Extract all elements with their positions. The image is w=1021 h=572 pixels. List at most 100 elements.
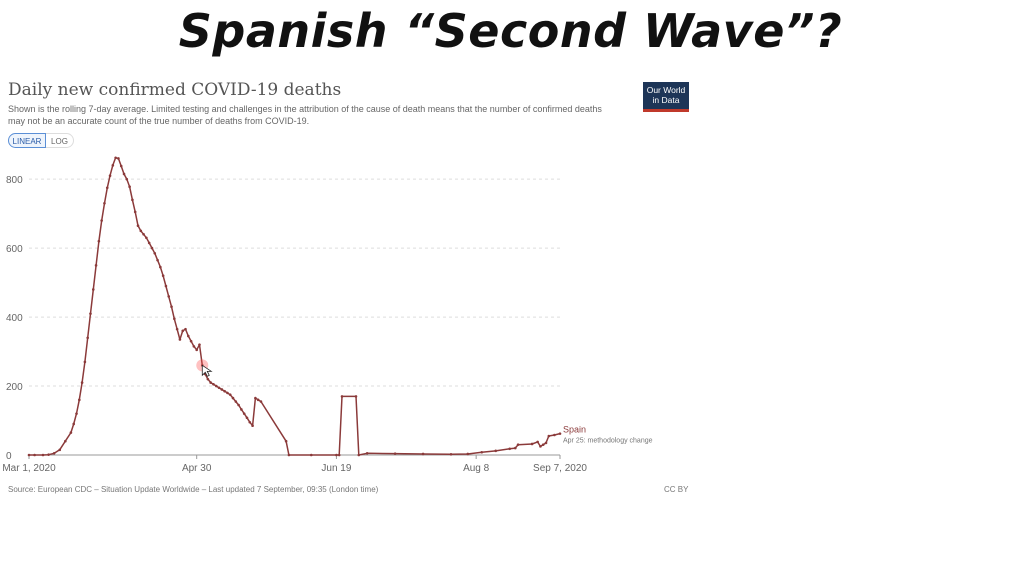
data-point [209, 381, 212, 384]
y-tick-label: 0 [6, 451, 12, 462]
data-point [184, 327, 187, 331]
data-point [256, 398, 260, 402]
linear-scale-toggle[interactable]: LINEAR [8, 133, 46, 148]
data-point [357, 453, 361, 457]
data-point [254, 396, 257, 400]
methodology-annotation: Apr 25: methodology change [563, 438, 653, 445]
data-point [156, 258, 159, 262]
data-point [150, 246, 154, 250]
data-point [217, 386, 221, 390]
logo-line-2: in Data [652, 95, 680, 105]
data-point [242, 412, 246, 415]
data-point [125, 177, 129, 181]
data-point [108, 174, 112, 177]
y-tick-label: 800 [6, 175, 23, 186]
data-point [365, 451, 369, 455]
data-point [72, 422, 76, 426]
data-point [220, 388, 224, 391]
data-point [164, 284, 168, 288]
data-point [541, 443, 545, 446]
data-point [52, 451, 56, 455]
mouse-cursor-icon [201, 364, 213, 377]
x-tick-label: Sep 7, 2020 [533, 463, 587, 474]
series-line-spain [29, 157, 561, 456]
data-point [558, 432, 562, 435]
x-tick-label: Mar 1, 2020 [2, 463, 56, 474]
data-point [97, 239, 101, 243]
data-point [189, 339, 193, 343]
data-point [41, 453, 45, 457]
data-point [142, 233, 145, 236]
license-link[interactable]: CC BY [664, 485, 689, 494]
data-point [513, 446, 517, 450]
data-point [354, 395, 358, 398]
data-point [114, 156, 117, 160]
data-point [198, 343, 201, 346]
data-point [131, 198, 134, 202]
data-point [544, 441, 548, 445]
data-point [240, 408, 243, 411]
data-point [393, 452, 397, 455]
data-point [128, 185, 131, 189]
data-point [170, 305, 173, 309]
data-point [78, 398, 81, 402]
data-point [173, 317, 176, 321]
data-point [145, 236, 148, 240]
data-point [212, 383, 215, 386]
data-point [161, 274, 165, 277]
data-point [136, 224, 140, 227]
data-point [192, 345, 196, 348]
data-point [337, 453, 341, 457]
data-point [259, 400, 263, 403]
data-point [335, 453, 338, 457]
data-point [47, 453, 50, 456]
data-point [153, 251, 157, 255]
data-point [251, 424, 254, 427]
data-point [245, 416, 249, 420]
data-point [536, 440, 539, 444]
data-point [553, 433, 556, 437]
data-point [117, 157, 120, 160]
data-point [309, 453, 313, 457]
data-point [147, 241, 151, 245]
our-world-in-data-logo[interactable]: Our World in Data [643, 82, 689, 112]
data-point [340, 395, 344, 398]
data-point [234, 400, 238, 403]
data-point [178, 338, 182, 341]
data-point [69, 431, 73, 434]
chart-title: Daily new confirmed COVID-19 deaths [8, 80, 342, 100]
data-point [80, 381, 84, 384]
x-tick-label: Aug 8 [463, 463, 490, 474]
slide-title: Spanish “Second Wave”? [178, 4, 843, 58]
log-scale-toggle[interactable]: LOG [46, 133, 74, 148]
data-point [122, 172, 126, 176]
data-point [206, 377, 210, 381]
data-point [228, 393, 232, 396]
data-point [287, 453, 291, 457]
data-point [187, 334, 190, 338]
data-point [89, 312, 92, 315]
data-point [133, 210, 137, 214]
data-point [103, 201, 106, 205]
chart-subtitle: Shown is the rolling 7-day average. Limi… [8, 104, 602, 126]
data-point [284, 439, 288, 443]
data-point [175, 327, 179, 331]
data-point [167, 295, 171, 298]
data-point [195, 348, 198, 352]
data-point [248, 420, 252, 424]
series-label-spain: Spain [563, 425, 586, 435]
data-point [83, 360, 87, 364]
data-point [494, 449, 498, 453]
data-point [508, 447, 511, 451]
data-point [181, 329, 185, 333]
data-point [159, 265, 162, 269]
data-point [231, 396, 235, 400]
data-point [530, 442, 534, 446]
data-point [94, 264, 98, 267]
data-point [226, 391, 229, 395]
y-tick-label: 600 [6, 244, 23, 255]
x-tick-label: Jun 19 [321, 463, 351, 474]
data-point [58, 448, 62, 452]
source-note: Source: European CDC – Situation Update … [8, 485, 379, 494]
